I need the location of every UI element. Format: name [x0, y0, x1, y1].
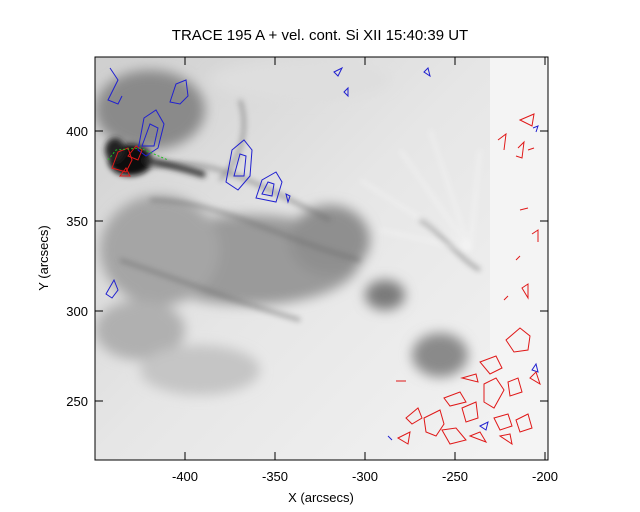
y-tick-label: 400 [66, 124, 88, 139]
x-tick-label: -300 [352, 469, 378, 484]
x-tick-label: -350 [262, 469, 288, 484]
y-tick-label: 300 [66, 304, 88, 319]
y-tick-label: 350 [66, 214, 88, 229]
trace-image [95, 57, 548, 460]
y-axis-ticks [95, 130, 548, 402]
green-contours [107, 147, 169, 161]
y-tick-labels: 400 350 300 250 [66, 124, 88, 409]
x-tick-label: -200 [532, 469, 558, 484]
red-velocity-contours [111, 145, 143, 177]
x-axis-ticks [184, 57, 546, 460]
y-axis-title: Y (arcsecs) [36, 225, 51, 291]
plot-frame [94, 56, 549, 461]
blue-velocity-contours [105, 66, 539, 441]
x-axis-title: X (arcsecs) [288, 490, 354, 505]
active-region-structure [95, 60, 468, 395]
x-tick-label: -400 [172, 469, 198, 484]
x-tick-labels: -400 -350 -300 -250 -200 [172, 469, 558, 484]
y-tick-label: 250 [66, 394, 88, 409]
plot-title: TRACE 195 A + vel. cont. Si XII 15:40:39… [172, 27, 468, 44]
x-tick-label: -250 [442, 469, 468, 484]
